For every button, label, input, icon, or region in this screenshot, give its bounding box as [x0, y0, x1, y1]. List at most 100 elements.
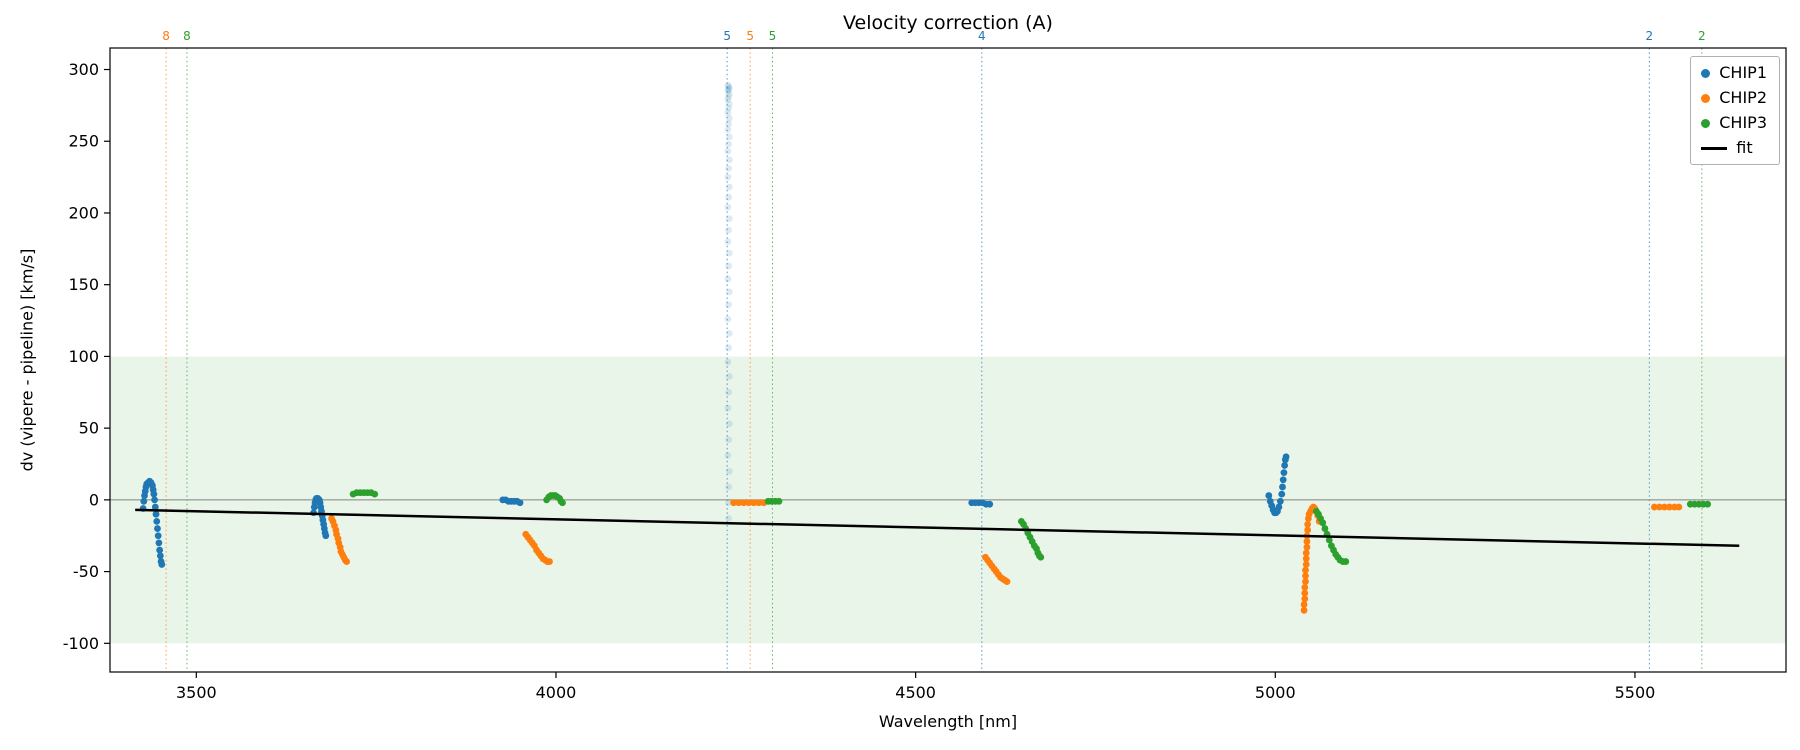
- point-chip2: [1300, 606, 1308, 614]
- point-chip1: [986, 500, 994, 508]
- point-chip2: [755, 499, 763, 507]
- point-chip2: [1303, 538, 1311, 545]
- legend-label: CHIP1: [1719, 63, 1767, 82]
- legend-label: fit: [1736, 138, 1753, 157]
- point-chip1: [151, 496, 158, 504]
- point-chip1: [725, 100, 733, 108]
- point-chip1: [725, 288, 733, 296]
- point-chip1: [725, 249, 733, 257]
- point-chip2: [1302, 555, 1310, 563]
- y-tick-label: -50: [73, 562, 99, 581]
- point-chip1: [724, 147, 732, 155]
- point-chip3: [1321, 525, 1329, 532]
- legend-line-swatch: [1701, 146, 1728, 150]
- point-chip2: [1301, 589, 1309, 597]
- point-chip2: [1304, 520, 1312, 528]
- point-chip1: [1278, 490, 1286, 498]
- point-chip1: [140, 497, 148, 505]
- point-chip2: [1666, 503, 1673, 511]
- legend-marker-swatch: [1701, 118, 1711, 128]
- point-chip1: [724, 87, 732, 95]
- y-tick-label: 0: [89, 490, 99, 509]
- vline-count-label: 5: [723, 29, 731, 43]
- point-chip2: [1656, 503, 1663, 511]
- point-chip1: [1280, 469, 1288, 477]
- point-chip1: [725, 165, 733, 172]
- point-chip1: [724, 173, 732, 181]
- point-chip2: [343, 558, 351, 565]
- point-chip3: [1319, 519, 1327, 527]
- point-chip3: [775, 497, 783, 505]
- point-chip1: [725, 84, 733, 92]
- point-chip2: [1302, 549, 1310, 557]
- vline-count-label: 8: [162, 29, 170, 43]
- point-chip1: [725, 215, 733, 223]
- point-chip2: [1304, 526, 1312, 534]
- point-chip1: [152, 510, 160, 518]
- point-chip1: [1279, 483, 1286, 491]
- legend-label: CHIP3: [1719, 113, 1767, 132]
- point-chip1: [724, 315, 732, 323]
- point-chip1: [725, 467, 733, 475]
- point-chip2: [1650, 503, 1658, 511]
- point-chip2: [735, 499, 743, 507]
- point-chip1: [724, 96, 732, 104]
- point-chip2: [1300, 601, 1308, 608]
- y-tick-label: -100: [63, 634, 99, 653]
- point-chip1: [725, 344, 733, 352]
- point-chip1: [724, 451, 732, 459]
- point-chip1: [154, 525, 161, 532]
- legend-item-chip1: CHIP1: [1701, 64, 1767, 82]
- point-chip2: [1675, 503, 1683, 511]
- point-chip1: [725, 226, 733, 234]
- point-chip1: [725, 262, 733, 270]
- legend-marker-swatch: [1701, 68, 1711, 78]
- point-chip1: [725, 388, 733, 396]
- point-chip2: [745, 499, 753, 507]
- point-chip1: [154, 532, 162, 540]
- y-tick-label: 50: [79, 419, 99, 438]
- point-chip1: [724, 109, 732, 116]
- point-chip3: [1325, 536, 1333, 544]
- vline-count-label: 2: [1698, 29, 1706, 43]
- point-chip1: [1279, 476, 1287, 484]
- point-chip1: [322, 532, 330, 540]
- y-tick-label: 200: [68, 203, 99, 222]
- point-chip1: [725, 499, 733, 507]
- point-chip1: [725, 436, 733, 444]
- point-chip1: [1275, 503, 1283, 511]
- point-chip2: [1302, 572, 1309, 580]
- point-chip1: [725, 515, 733, 522]
- point-chip1: [724, 404, 732, 412]
- point-chip1: [1282, 453, 1290, 461]
- point-chip1: [725, 156, 733, 164]
- point-chip2: [1302, 561, 1310, 568]
- point-chip1: [725, 301, 733, 309]
- legend-item-chip3: CHIP3: [1701, 114, 1767, 132]
- point-chip2: [730, 499, 738, 507]
- point-chip1: [725, 120, 733, 128]
- legend-item-chip2: CHIP2: [1701, 89, 1767, 107]
- point-chip1: [725, 373, 733, 380]
- y-tick-label: 150: [68, 275, 99, 294]
- point-chip2: [1661, 503, 1668, 511]
- point-chip1: [516, 499, 524, 507]
- point-chip2: [1301, 595, 1309, 603]
- point-chip3: [371, 490, 379, 498]
- point-chip1: [156, 552, 164, 560]
- point-chip3: [1704, 500, 1711, 508]
- point-chip1: [1281, 462, 1289, 469]
- point-chip1: [724, 126, 732, 134]
- point-chip1: [156, 546, 164, 554]
- y-tick-label: 100: [68, 347, 99, 366]
- x-tick-label: 4500: [895, 683, 936, 702]
- point-chip3: [559, 499, 566, 507]
- point-chip1: [153, 517, 161, 525]
- point-chip2: [1301, 583, 1309, 591]
- chart-title: Velocity correction (A): [843, 12, 1053, 34]
- legend: CHIP1 CHIP2 CHIP3 fit: [1690, 56, 1780, 165]
- point-chip2: [1003, 578, 1011, 586]
- x-axis-label: Wavelength [nm]: [878, 712, 1018, 731]
